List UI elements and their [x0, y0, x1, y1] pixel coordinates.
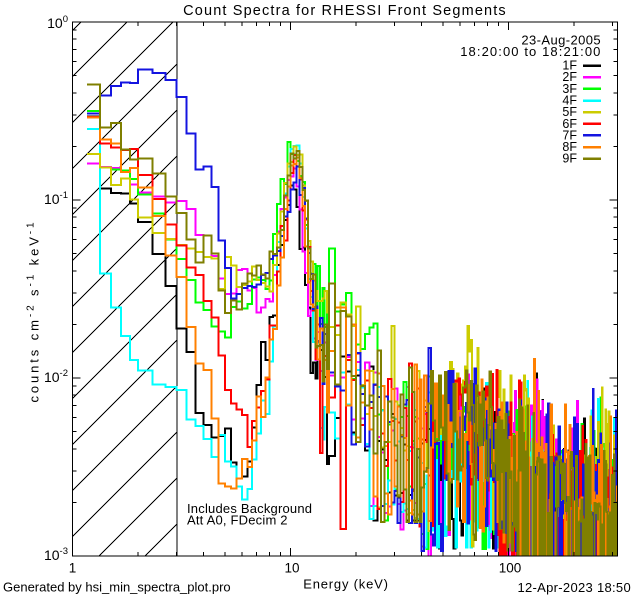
svg-text:Count Spectra for RHESSI Front: Count Spectra for RHESSI Front Segments — [183, 3, 507, 19]
svg-text:8F: 8F — [562, 140, 577, 154]
svg-text:7F: 7F — [562, 128, 577, 142]
svg-text:5F: 5F — [562, 105, 577, 119]
svg-text:counts cm-2 s-1 keV-1: counts cm-2 s-1 keV-1 — [26, 220, 42, 403]
svg-text:4F: 4F — [562, 93, 577, 107]
svg-text:100: 100 — [499, 561, 522, 576]
svg-text:12-Apr-2023 18:50: 12-Apr-2023 18:50 — [517, 580, 631, 595]
svg-text:18:20:00 to 18:21:00: 18:20:00 to 18:21:00 — [460, 44, 601, 59]
svg-text:Generated by hsi_min_spectra_p: Generated by hsi_min_spectra_plot.pro — [3, 580, 231, 595]
svg-text:1: 1 — [69, 561, 77, 576]
svg-text:Energy (keV): Energy (keV) — [303, 577, 388, 592]
svg-text:Includes Background: Includes Background — [187, 501, 312, 516]
svg-text:3F: 3F — [562, 82, 577, 96]
svg-text:Att A0, FDecim 2: Att A0, FDecim 2 — [187, 513, 288, 528]
svg-text:6F: 6F — [562, 117, 577, 131]
svg-text:9F: 9F — [562, 152, 577, 166]
svg-text:23-Aug-2005: 23-Aug-2005 — [521, 33, 601, 48]
svg-text:10: 10 — [284, 561, 299, 576]
svg-text:2F: 2F — [562, 70, 577, 84]
svg-text:1F: 1F — [562, 59, 577, 73]
